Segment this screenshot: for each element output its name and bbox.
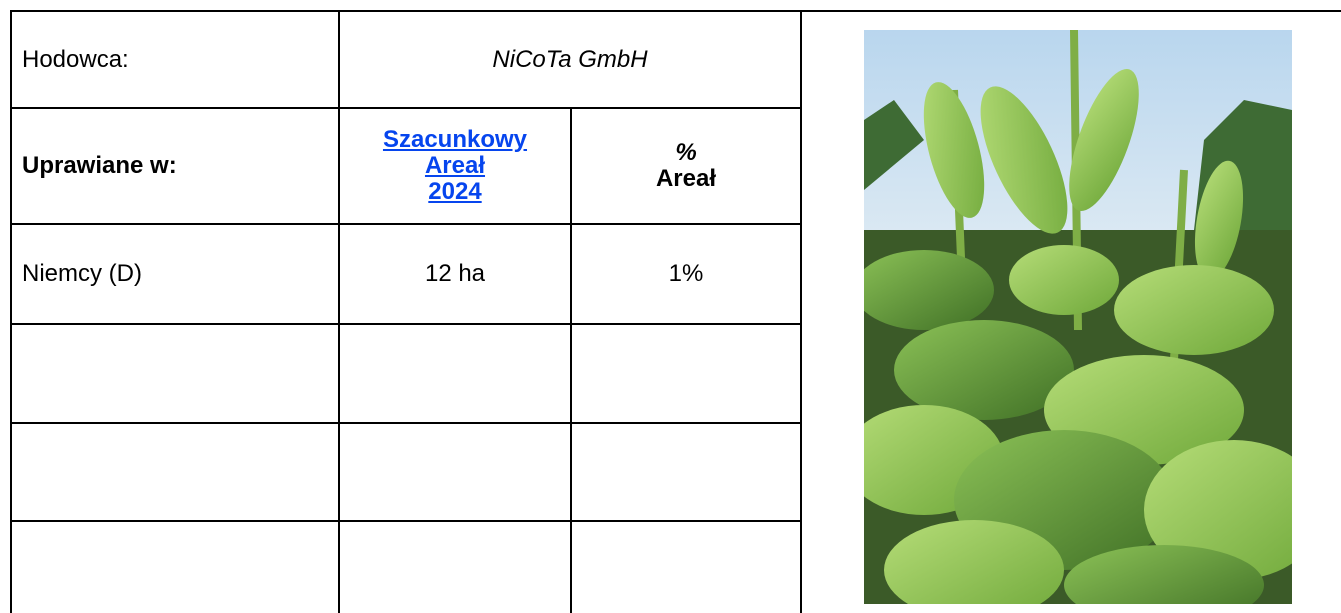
cell xyxy=(338,323,570,422)
header-line: 2024 xyxy=(428,178,481,205)
label: Uprawiane w: xyxy=(22,152,177,180)
share: 1% xyxy=(669,260,704,288)
cell: Hodowca: xyxy=(10,10,338,107)
cell xyxy=(570,520,800,613)
header-line: % xyxy=(675,139,696,166)
cell xyxy=(10,323,338,422)
cell: NiCoTa GmbH xyxy=(338,10,800,107)
cell: Uprawiane w: xyxy=(10,107,338,223)
country: Niemcy (D) xyxy=(22,260,142,288)
cell xyxy=(570,422,800,520)
area: 12 ha xyxy=(425,260,485,288)
cell: 12 ha xyxy=(338,223,570,323)
header-line: Areał xyxy=(425,152,485,179)
cell: Niemcy (D) xyxy=(10,223,338,323)
cell: 1% xyxy=(570,223,800,323)
breeder: NiCoTa GmbH xyxy=(492,46,647,74)
page: Hodowca: NiCoTa GmbH Uprawiane w: Szacun… xyxy=(0,0,1341,613)
header-line: Szacunkowy xyxy=(383,126,527,153)
label: Hodowca: xyxy=(22,46,129,74)
cell xyxy=(10,422,338,520)
cell: %Areał xyxy=(570,107,800,223)
cell xyxy=(570,323,800,422)
header-line: Areał xyxy=(656,165,716,192)
cell xyxy=(338,520,570,613)
cell xyxy=(338,422,570,520)
cell xyxy=(10,520,338,613)
plant-photo xyxy=(864,30,1292,604)
header: %Areał xyxy=(656,140,716,192)
